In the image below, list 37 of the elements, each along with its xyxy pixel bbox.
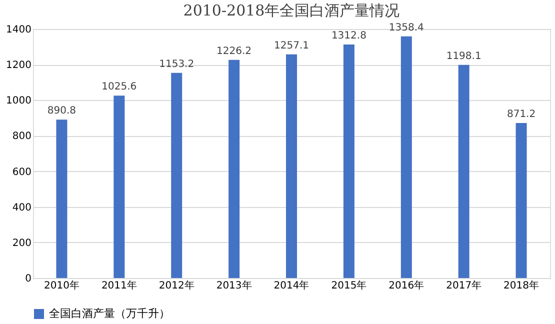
chart-title: 2010-2018年全国白酒产量情况 — [183, 1, 400, 20]
x-tick-label: 2014年 — [274, 280, 310, 292]
y-tick-label: 600 — [12, 166, 32, 178]
x-tick-label: 2016年 — [388, 280, 424, 292]
data-label: 890.8 — [47, 106, 76, 117]
x-tick-label: 2015年 — [331, 280, 367, 292]
y-tick-label: 0 — [25, 274, 32, 284]
bar — [516, 123, 527, 278]
bar — [56, 120, 68, 278]
y-tick-label: 1000 — [6, 96, 32, 107]
legend-label: 全国白酒产量（万千升） — [49, 307, 170, 320]
y-tick-label: 200 — [12, 238, 32, 249]
y-tick-label: 800 — [12, 131, 32, 142]
data-label: 871.2 — [506, 109, 536, 120]
y-tick-label: 1400 — [6, 24, 32, 36]
bar — [228, 60, 240, 278]
bar — [114, 96, 125, 278]
data-label: 1226.2 — [216, 46, 252, 57]
x-tick-label: 2010年 — [44, 280, 80, 292]
y-tick-label: 1200 — [6, 60, 32, 72]
y-tick-label: 400 — [12, 202, 32, 214]
data-label: 1025.6 — [102, 82, 137, 93]
bar — [400, 36, 412, 278]
bar — [343, 44, 354, 278]
x-tick-label: 2013年 — [216, 280, 252, 292]
data-label: 1358.4 — [388, 22, 424, 34]
data-label: 1257.1 — [274, 40, 309, 52]
bar — [171, 72, 182, 278]
x-tick-label: 2018年 — [504, 280, 540, 292]
bar — [286, 54, 297, 278]
x-tick-label: 2011年 — [101, 280, 137, 292]
data-label: 1312.8 — [331, 30, 366, 42]
x-tick-label: 2012年 — [158, 280, 194, 292]
x-tick-label: 2017年 — [446, 280, 482, 292]
data-label: 1153.2 — [159, 58, 194, 70]
bar — [458, 64, 470, 278]
data-label: 1198.1 — [446, 50, 482, 62]
